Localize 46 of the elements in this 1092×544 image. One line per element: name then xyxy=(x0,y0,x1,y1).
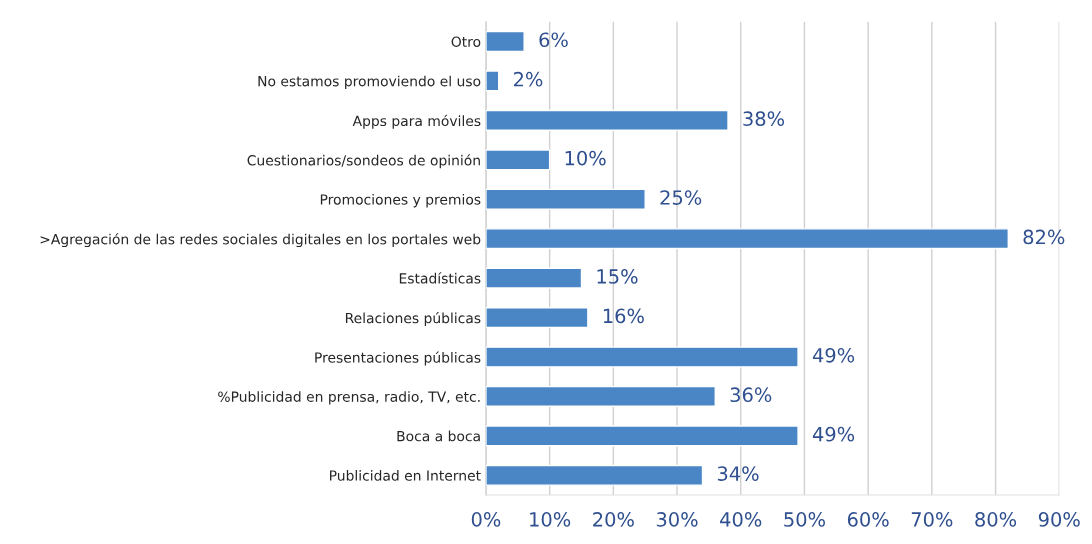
bar xyxy=(485,346,799,368)
bar xyxy=(485,188,646,210)
x-tick-label: 10% xyxy=(530,512,571,527)
data-label: 25% xyxy=(660,190,702,205)
data-label: 49% xyxy=(812,426,855,442)
y-tick-label: Otro xyxy=(451,36,481,47)
data-label: 82% xyxy=(1023,229,1065,245)
bar xyxy=(485,425,799,447)
data-label: 10% xyxy=(565,150,606,166)
x-tick-label: 90% xyxy=(1038,512,1080,527)
bar xyxy=(485,149,551,171)
x-tick-label: 30% xyxy=(656,512,698,527)
x-tick-label: 40% xyxy=(720,512,762,527)
y-tick-label: >Agregación de las redes sociales digitales en los portales web xyxy=(40,233,481,248)
bar xyxy=(485,385,716,407)
data-label: 49% xyxy=(812,347,855,363)
bar xyxy=(485,109,729,131)
y-tick-label: Relaciones públicas xyxy=(345,312,481,326)
data-label: 6% xyxy=(539,32,568,48)
data-label: 38% xyxy=(743,111,785,126)
y-tick-label: Apps para móviles xyxy=(352,114,481,129)
y-tick-label: Publicidad en Internet xyxy=(330,470,481,481)
bar xyxy=(485,30,525,53)
x-tick-label: 70% xyxy=(911,512,953,527)
y-tick-label: Estadísticas xyxy=(399,272,481,284)
y-tick-label: No estamos promoviendo el uso xyxy=(258,75,481,90)
data-label: 34% xyxy=(717,466,759,481)
data-label: 2% xyxy=(513,71,543,87)
x-tick-label: 20% xyxy=(593,512,634,527)
x-tick-label: 0% xyxy=(471,512,501,527)
y-tick-label: %Publicidad en prensa, radio, TV, etc. xyxy=(218,391,480,405)
bar xyxy=(485,228,1009,250)
bar xyxy=(485,464,704,486)
y-tick-label: Presentaciones públicas xyxy=(315,351,481,366)
data-label: 36% xyxy=(730,387,772,403)
bar xyxy=(485,307,589,329)
bar xyxy=(485,70,500,92)
bar xyxy=(485,267,583,289)
data-label: 15% xyxy=(597,269,638,284)
data-label: 16% xyxy=(603,308,644,324)
y-tick-label: Promociones y premios xyxy=(320,193,481,208)
x-tick-label: 80% xyxy=(975,512,1017,527)
y-tick-label: Boca a boca xyxy=(397,430,480,442)
x-tick-label: 60% xyxy=(847,512,889,527)
x-tick-label: 50% xyxy=(784,512,825,527)
y-tick-label: Cuestionarios/sondeos de opinión xyxy=(247,154,480,169)
